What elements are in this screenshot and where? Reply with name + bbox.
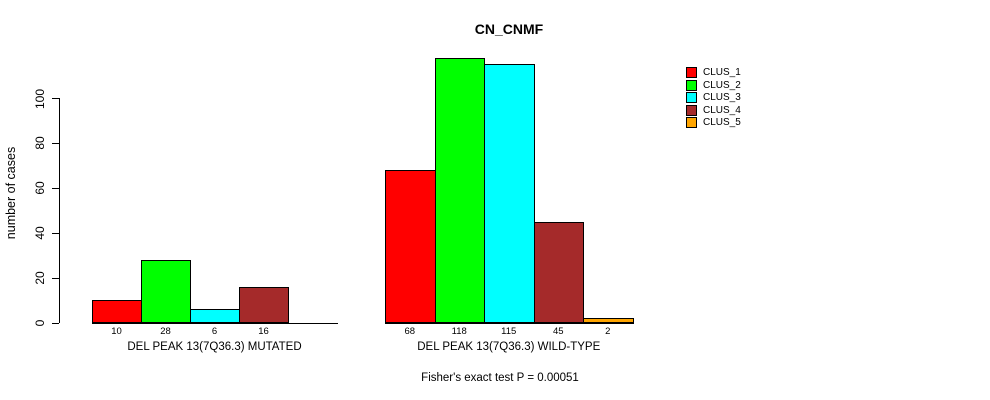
fisher-test-caption: Fisher's exact test P = 0.00051	[421, 372, 579, 384]
legend: CLUS_1 CLUS_2 CLUS_3 CLUS_4 CLUS_5	[686, 67, 741, 130]
legend-label: CLUS_1	[703, 67, 741, 78]
legend-swatch	[686, 67, 697, 78]
legend-label: CLUS_2	[703, 79, 741, 91]
bar-clus-1	[92, 300, 142, 324]
legend-swatch	[686, 104, 697, 116]
y-axis-line	[58, 98, 60, 324]
group-label: DEL PEAK 13(7Q36.3) WILD-TYPE	[417, 341, 601, 353]
y-tick-label: 100	[33, 88, 47, 109]
legend-swatch	[686, 79, 697, 91]
y-tick	[51, 322, 59, 324]
legend-swatch	[686, 117, 697, 128]
legend-label: CLUS_3	[703, 92, 741, 103]
y-axis-label: number of cases	[4, 146, 18, 240]
legend-item-clus-2: CLUS_2	[686, 79, 741, 91]
bar-value-label: 45	[552, 326, 564, 337]
legend-label: CLUS_4	[703, 104, 741, 116]
y-tick-label: 60	[33, 181, 47, 196]
y-tick-label: 40	[33, 226, 47, 240]
bar-value-label: 10	[111, 326, 122, 337]
legend-item-clus-4: CLUS_4	[686, 104, 741, 116]
bar-clus-4	[239, 286, 289, 324]
y-tick-label: 20	[33, 271, 47, 285]
bar-value-label: 115	[501, 326, 517, 337]
bar-clus-4	[533, 221, 584, 324]
bar-clus-2	[141, 259, 191, 324]
bar-clus-3	[190, 309, 240, 324]
legend-swatch	[686, 92, 697, 103]
legend-item-clus-5: CLUS_5	[686, 117, 741, 128]
bar-value-label: 118	[451, 326, 467, 337]
y-tick	[51, 232, 59, 234]
y-tick	[51, 98, 59, 100]
bar-value-label: 6	[211, 326, 218, 337]
bar-clus-3	[484, 64, 535, 324]
group-label: DEL PEAK 13(7Q36.3) MUTATED	[127, 341, 302, 353]
legend-label: CLUS_5	[703, 117, 741, 128]
bar-value-label: 16	[258, 326, 269, 337]
bar-clus-5	[583, 318, 634, 324]
y-tick-label: 0	[33, 319, 47, 327]
legend-item-clus-1: CLUS_1	[686, 67, 741, 78]
y-tick	[51, 142, 59, 144]
bar-value-label: 68	[404, 326, 416, 337]
y-tick-label: 80	[33, 136, 47, 151]
y-tick	[51, 187, 59, 189]
bar-clus-1	[385, 169, 436, 324]
bar-clus-2	[434, 57, 485, 324]
y-tick	[51, 277, 59, 279]
chart-title: CN_CNMF	[474, 21, 544, 37]
bar-value-label: 28	[160, 326, 171, 337]
legend-item-clus-3: CLUS_3	[686, 92, 741, 103]
bar-value-label: 2	[605, 326, 611, 337]
